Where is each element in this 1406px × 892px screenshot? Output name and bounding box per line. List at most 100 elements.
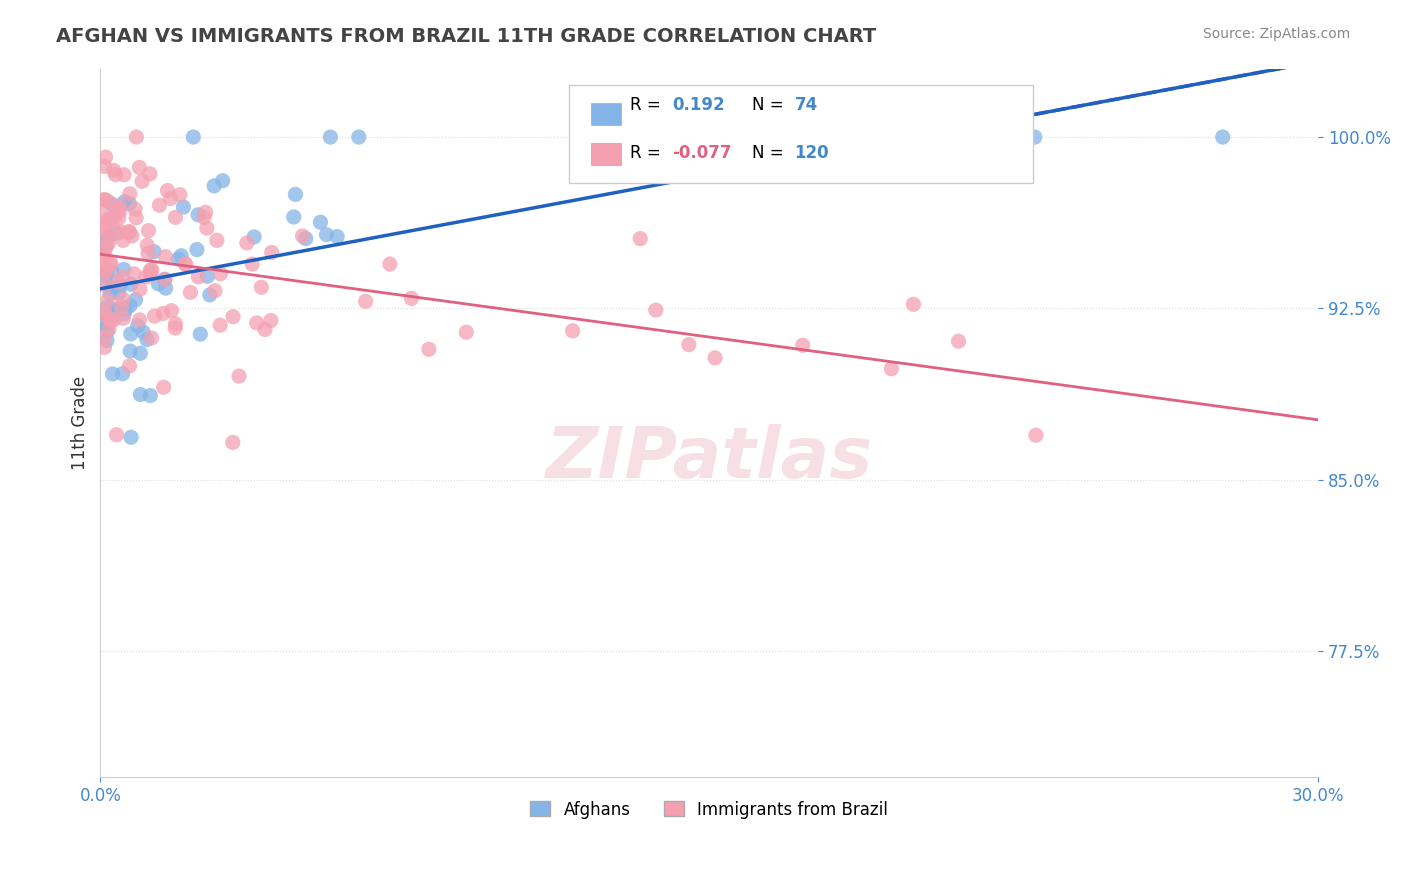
Afghans bbox=[104, 302, 127, 317]
Immigrants from Brazil bbox=[105, 427, 128, 442]
Immigrants from Brazil bbox=[93, 251, 115, 265]
Immigrants from Brazil bbox=[112, 168, 135, 182]
Immigrants from Brazil bbox=[236, 235, 259, 250]
Immigrants from Brazil bbox=[174, 257, 197, 271]
Immigrants from Brazil bbox=[94, 265, 117, 279]
Immigrants from Brazil bbox=[141, 263, 163, 277]
Afghans bbox=[211, 174, 233, 188]
Afghans bbox=[294, 231, 316, 245]
Immigrants from Brazil bbox=[96, 194, 118, 208]
Immigrants from Brazil bbox=[165, 317, 187, 331]
Afghans bbox=[139, 388, 162, 402]
Immigrants from Brazil bbox=[96, 228, 118, 243]
Immigrants from Brazil bbox=[100, 313, 122, 327]
Afghans bbox=[181, 130, 204, 145]
Immigrants from Brazil bbox=[644, 303, 666, 318]
Immigrants from Brazil bbox=[401, 291, 423, 305]
Afghans bbox=[347, 130, 370, 145]
Afghans bbox=[309, 215, 332, 229]
Immigrants from Brazil bbox=[205, 233, 228, 247]
Immigrants from Brazil bbox=[139, 167, 162, 181]
Immigrants from Brazil bbox=[156, 184, 179, 198]
Immigrants from Brazil bbox=[139, 267, 162, 281]
Immigrants from Brazil bbox=[103, 163, 125, 178]
Immigrants from Brazil bbox=[148, 198, 170, 212]
Immigrants from Brazil bbox=[112, 311, 135, 326]
Immigrants from Brazil bbox=[93, 257, 115, 271]
Afghans bbox=[108, 278, 131, 293]
Immigrants from Brazil bbox=[194, 205, 217, 219]
Immigrants from Brazil bbox=[378, 257, 401, 271]
Afghans bbox=[93, 310, 115, 325]
Immigrants from Brazil bbox=[128, 313, 150, 327]
Immigrants from Brazil bbox=[138, 224, 160, 238]
Immigrants from Brazil bbox=[204, 284, 226, 298]
Immigrants from Brazil bbox=[104, 168, 127, 182]
Immigrants from Brazil bbox=[159, 192, 181, 206]
Afghans bbox=[112, 307, 135, 321]
Immigrants from Brazil bbox=[93, 203, 115, 218]
Immigrants from Brazil bbox=[96, 263, 118, 277]
Afghans bbox=[120, 344, 142, 359]
Immigrants from Brazil bbox=[93, 160, 115, 174]
Immigrants from Brazil bbox=[131, 174, 153, 188]
Immigrants from Brazil bbox=[93, 245, 115, 260]
Text: Source: ZipAtlas.com: Source: ZipAtlas.com bbox=[1202, 27, 1350, 41]
Immigrants from Brazil bbox=[100, 256, 122, 270]
Immigrants from Brazil bbox=[129, 282, 152, 296]
Afghans bbox=[143, 244, 166, 259]
Immigrants from Brazil bbox=[456, 325, 478, 339]
Immigrants from Brazil bbox=[165, 321, 187, 335]
Immigrants from Brazil bbox=[136, 238, 159, 252]
Afghans bbox=[124, 293, 146, 307]
Immigrants from Brazil bbox=[193, 211, 215, 225]
Afghans bbox=[284, 187, 307, 202]
Afghans bbox=[155, 281, 177, 295]
Immigrants from Brazil bbox=[110, 225, 132, 239]
Immigrants from Brazil bbox=[110, 300, 132, 314]
Afghans bbox=[724, 130, 747, 145]
Legend: Afghans, Immigrants from Brazil: Afghans, Immigrants from Brazil bbox=[523, 794, 894, 825]
Immigrants from Brazil bbox=[93, 340, 115, 354]
Y-axis label: 11th Grade: 11th Grade bbox=[72, 376, 89, 470]
Afghans bbox=[96, 334, 118, 348]
Afghans bbox=[93, 236, 115, 251]
Immigrants from Brazil bbox=[880, 361, 903, 376]
Afghans bbox=[101, 266, 124, 280]
Afghans bbox=[319, 130, 342, 145]
Afghans bbox=[167, 252, 190, 266]
Afghans bbox=[1024, 130, 1046, 145]
Immigrants from Brazil bbox=[100, 313, 122, 327]
Immigrants from Brazil bbox=[94, 278, 117, 293]
Immigrants from Brazil bbox=[103, 313, 125, 327]
Immigrants from Brazil bbox=[160, 303, 183, 318]
Immigrants from Brazil bbox=[108, 199, 131, 213]
Immigrants from Brazil bbox=[118, 225, 141, 239]
Afghans bbox=[198, 288, 221, 302]
Immigrants from Brazil bbox=[104, 223, 127, 237]
Immigrants from Brazil bbox=[222, 310, 245, 324]
Immigrants from Brazil bbox=[139, 268, 162, 282]
Afghans bbox=[94, 232, 117, 246]
Immigrants from Brazil bbox=[118, 225, 141, 239]
Immigrants from Brazil bbox=[792, 338, 814, 352]
Afghans bbox=[129, 346, 152, 360]
Afghans bbox=[114, 194, 136, 209]
Afghans bbox=[108, 302, 131, 317]
Immigrants from Brazil bbox=[125, 130, 148, 145]
Afghans bbox=[186, 243, 208, 257]
Immigrants from Brazil bbox=[1025, 428, 1047, 442]
Afghans bbox=[101, 280, 124, 294]
Immigrants from Brazil bbox=[418, 343, 440, 357]
Immigrants from Brazil bbox=[107, 202, 129, 217]
Afghans bbox=[107, 286, 129, 301]
Immigrants from Brazil bbox=[948, 334, 970, 349]
Text: 120: 120 bbox=[794, 145, 830, 162]
Afghans bbox=[93, 318, 115, 332]
Afghans bbox=[93, 271, 115, 285]
Text: R =: R = bbox=[630, 145, 666, 162]
Afghans bbox=[132, 325, 155, 339]
Afghans bbox=[170, 249, 193, 263]
Afghans bbox=[129, 387, 152, 401]
Immigrants from Brazil bbox=[141, 331, 163, 345]
